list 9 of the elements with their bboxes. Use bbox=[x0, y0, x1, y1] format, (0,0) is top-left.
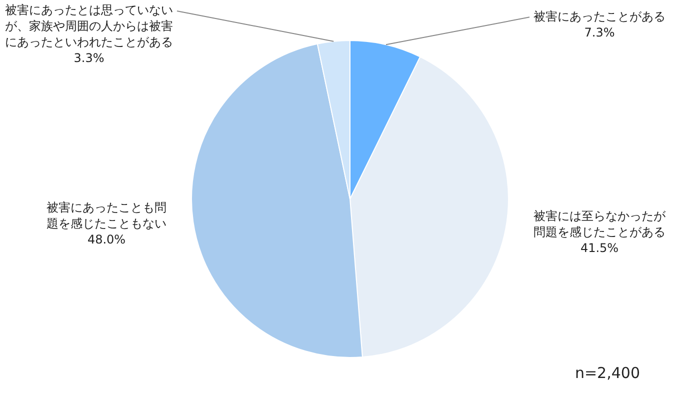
slice-label: 被害にあったとは思っていないが、家族や周囲の人からは被害にあったといわれたことがある bbox=[5, 3, 173, 50]
slice-label: 被害には至らなかったが問題を感じたことがある bbox=[534, 208, 666, 239]
slice-label: 被害にあったことがある bbox=[534, 9, 666, 24]
data-label: 41.5% bbox=[580, 240, 619, 255]
data-label: 48.0% bbox=[87, 232, 126, 247]
data-label: 3.3% bbox=[74, 51, 104, 66]
slice-label: 被害にあったことも問題を感じたこともない bbox=[46, 200, 166, 231]
data-label: 7.3% bbox=[584, 25, 615, 40]
text: n=2,400 bbox=[574, 364, 640, 382]
